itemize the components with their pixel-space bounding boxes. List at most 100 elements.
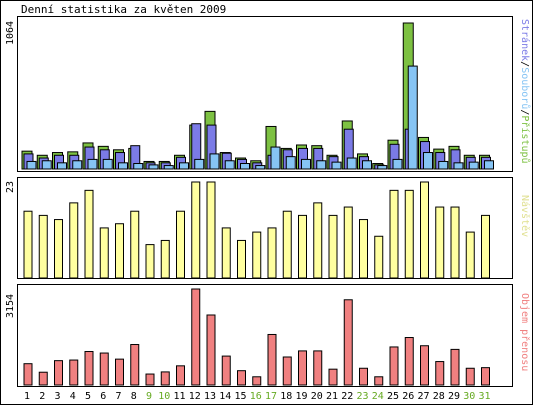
bar-objem-21 xyxy=(328,368,338,386)
bar-objem-9 xyxy=(145,373,155,386)
bar-objem-25 xyxy=(389,346,399,386)
visits-legend: Návštěv xyxy=(519,195,530,238)
bar-souboru-21 xyxy=(331,161,342,170)
bar-navstev-2 xyxy=(38,214,48,278)
bar-objem-3 xyxy=(54,360,63,386)
bar-navstev-4 xyxy=(69,202,79,278)
x-tick-label-17: 17 xyxy=(265,391,277,402)
bar-navstev-12 xyxy=(191,181,201,278)
bar-souboru-30 xyxy=(468,161,479,170)
bar-navstev-29 xyxy=(450,206,460,278)
bar-navstev-23 xyxy=(359,219,368,278)
legend-stranek: Stránek xyxy=(519,19,530,62)
bar-souboru-1 xyxy=(26,160,37,170)
bar-souboru-29 xyxy=(453,162,464,170)
chart-title: Denní statistika za květen 2009 xyxy=(21,3,227,16)
bar-objem-31 xyxy=(481,367,490,386)
bar-objem-2 xyxy=(38,371,48,386)
x-tick-label-21: 21 xyxy=(326,391,338,402)
x-tick-label-27: 27 xyxy=(417,391,429,402)
bar-souboru-9 xyxy=(148,164,159,170)
bar-objem-12 xyxy=(191,288,201,386)
bar-souboru-14 xyxy=(224,160,235,170)
bar-souboru-24 xyxy=(377,165,388,170)
x-tick-label-25: 25 xyxy=(387,391,399,402)
x-tick-label-22: 22 xyxy=(341,391,353,402)
legend-pristupu: Přístupů xyxy=(519,115,530,164)
x-tick-label-3: 3 xyxy=(54,391,60,402)
bar-objem-23 xyxy=(359,367,368,386)
bar-objem-6 xyxy=(99,352,109,386)
bar-objem-29 xyxy=(450,348,460,386)
bar-souboru-15 xyxy=(240,163,250,170)
bar-navstev-28 xyxy=(435,206,445,278)
bar-objem-30 xyxy=(465,367,475,386)
legend-souboru: Souborů xyxy=(519,67,530,110)
volume-ymax-label: 3154 xyxy=(5,293,16,318)
x-tick-label-13: 13 xyxy=(204,391,216,402)
bar-navstev-13 xyxy=(206,181,216,278)
x-tick-label-24: 24 xyxy=(372,391,384,402)
bar-souboru-13 xyxy=(209,153,220,170)
x-tick-label-5: 5 xyxy=(85,391,91,402)
bar-souboru-11 xyxy=(179,162,189,170)
x-tick-label-9: 9 xyxy=(146,391,152,402)
bar-objem-7 xyxy=(115,358,124,386)
x-tick-label-30: 30 xyxy=(463,391,475,402)
panel-volume xyxy=(17,284,513,387)
bar-souboru-4 xyxy=(72,160,83,170)
bar-souboru-17 xyxy=(270,146,281,170)
x-tick-label-28: 28 xyxy=(433,391,445,402)
bar-souboru-26 xyxy=(407,65,418,170)
bar-navstev-14 xyxy=(221,227,231,278)
bar-souboru-16 xyxy=(255,165,266,170)
x-tick-label-19: 19 xyxy=(295,391,307,402)
bar-souboru-27 xyxy=(423,152,433,170)
bar-souboru-10 xyxy=(163,165,174,170)
bar-objem-22 xyxy=(343,299,353,386)
bar-souboru-3 xyxy=(57,162,67,170)
volume-legend: Objem přenosu xyxy=(519,293,530,372)
bar-navstev-8 xyxy=(130,210,140,278)
bar-objem-27 xyxy=(420,345,429,386)
bar-objem-5 xyxy=(84,351,94,386)
bar-objem-10 xyxy=(160,371,170,386)
bar-navstev-1 xyxy=(23,210,33,278)
bar-navstev-9 xyxy=(145,244,155,278)
bar-navstev-21 xyxy=(328,214,338,278)
bar-navstev-5 xyxy=(84,189,94,278)
x-tick-label-7: 7 xyxy=(115,391,121,402)
bar-navstev-22 xyxy=(343,206,353,278)
bar-objem-13 xyxy=(206,314,216,386)
bar-souboru-7 xyxy=(118,162,128,170)
hits-ymax-label: 1064 xyxy=(5,20,16,45)
x-tick-label-6: 6 xyxy=(100,391,106,402)
panel-visits xyxy=(17,177,513,279)
x-tick-label-4: 4 xyxy=(70,391,76,402)
visits-ymax-label: 23 xyxy=(5,180,16,193)
bar-objem-19 xyxy=(298,350,307,386)
bar-navstev-3 xyxy=(54,219,63,278)
bar-navstev-7 xyxy=(115,223,124,278)
bar-objem-15 xyxy=(237,370,246,386)
volume-chart xyxy=(23,288,490,386)
bar-objem-11 xyxy=(176,365,185,386)
bar-objem-1 xyxy=(23,363,33,386)
bar-navstev-20 xyxy=(313,202,323,278)
bar-navstev-16 xyxy=(252,231,262,278)
bar-navstev-11 xyxy=(176,210,185,278)
bar-souboru-20 xyxy=(316,160,327,170)
bar-navstev-25 xyxy=(389,189,399,278)
bar-navstev-31 xyxy=(481,214,490,278)
bar-objem-16 xyxy=(252,376,262,386)
bar-souboru-2 xyxy=(41,160,52,170)
bar-objem-26 xyxy=(404,337,414,386)
bar-objem-18 xyxy=(282,356,292,386)
x-tick-label-8: 8 xyxy=(131,391,137,402)
bar-objem-14 xyxy=(221,355,231,386)
bar-objem-28 xyxy=(435,361,445,386)
x-tick-label-20: 20 xyxy=(311,391,323,402)
bar-objem-20 xyxy=(313,350,323,386)
bar-navstev-15 xyxy=(237,239,246,278)
